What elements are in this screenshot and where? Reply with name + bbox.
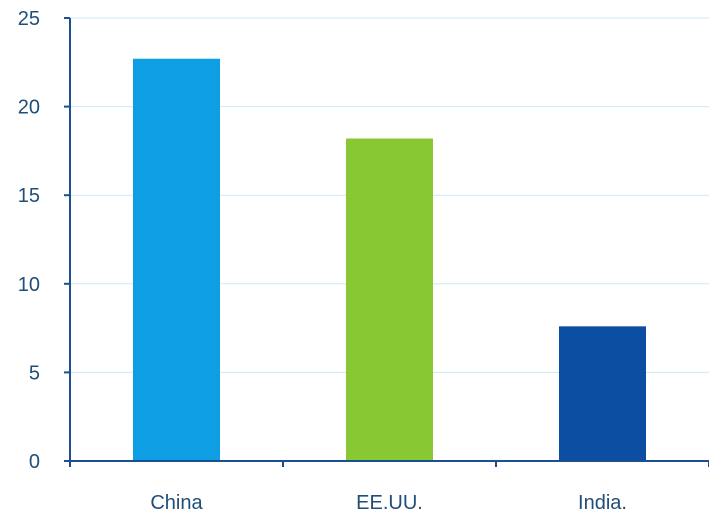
- y-tick-label-10: 10: [18, 274, 40, 296]
- y-tick-labels: 0 5 10 15 20 25: [18, 8, 40, 473]
- y-tick-label-20: 20: [18, 97, 40, 119]
- axes: [64, 17, 709, 467]
- x-category-label-2: India.: [578, 492, 627, 514]
- bar-india: [559, 326, 646, 461]
- bar-china: [133, 58, 220, 461]
- y-tick-label-25: 25: [18, 8, 40, 30]
- x-category-labels: China EE.UU. India.: [150, 492, 627, 514]
- y-tick-label-15: 15: [18, 185, 40, 207]
- x-category-label-1: EE.UU.: [356, 492, 423, 514]
- bar-ee-uu: [346, 138, 433, 461]
- y-tick-label-5: 5: [29, 362, 40, 384]
- bars: [133, 58, 646, 461]
- x-category-label-0: China: [150, 492, 203, 514]
- y-tick-label-0: 0: [29, 451, 40, 473]
